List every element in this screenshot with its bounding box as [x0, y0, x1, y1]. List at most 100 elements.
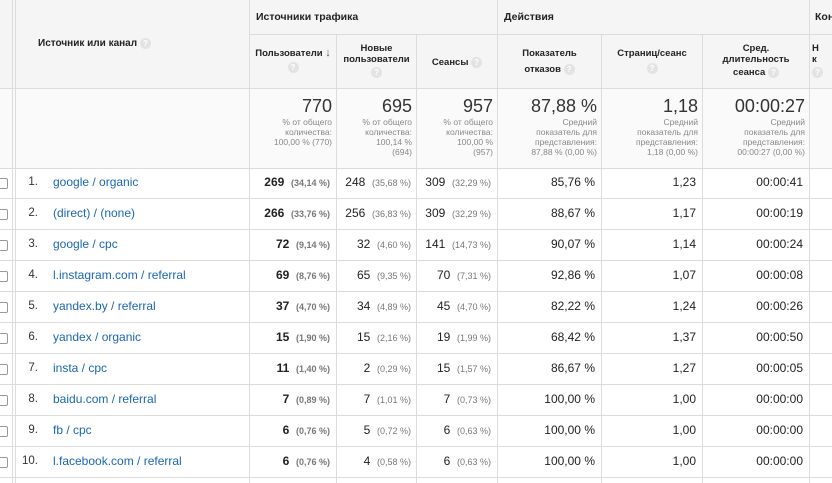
sessions-cell: 15 (1,57 %) — [436, 361, 491, 375]
avg-duration-cell: 00:00:50 — [756, 330, 803, 344]
users-cell: 6 (0,76 %) — [282, 454, 330, 468]
row-checkbox[interactable] — [0, 395, 8, 406]
source-medium-link[interactable]: insta / cpc — [53, 361, 108, 375]
bounce-rate-cell: 82,22 % — [550, 299, 595, 313]
row-number: 4. — [28, 269, 38, 281]
row-number: 1. — [28, 176, 38, 188]
total-sessions: 957 % от общего количества: 100,00 % (95… — [443, 96, 493, 157]
bounce-rate-cell: 85,76 % — [550, 175, 595, 189]
table-row[interactable]: 10. l.facebook.com / referral 6 (0,76 %) 4 … — [0, 447, 832, 478]
row-checkbox[interactable] — [0, 302, 8, 313]
source-medium-link[interactable]: l.facebook.com / referral — [53, 454, 182, 468]
source-medium-link[interactable]: yandex.by / referral — [53, 299, 156, 313]
users-cell: 15 (1,90 %) — [275, 330, 330, 344]
sessions-cell: 70 (7,31 %) — [436, 268, 491, 282]
col-pages-label: Страниц/сеанс — [617, 48, 687, 59]
sessions-cell: 309 (32,29 %) — [425, 206, 491, 220]
users-cell: 269 (34,14 %) — [264, 175, 330, 189]
col-bounce-label-1: Показатель — [522, 48, 577, 59]
table-row[interactable]: 3. google / cpc 72 (9,14 %) 32 (4,60 %) 141 … — [0, 230, 832, 261]
pages-per-session-cell: 1,27 — [672, 361, 696, 375]
dimension-header[interactable]: Источник или канал ? — [16, 38, 249, 49]
table-row[interactable]: 9. fb / cpc 6 (0,76 %) 5 (0,72 %) 6 (0,63 %)… — [0, 416, 832, 447]
table-row[interactable]: 6. yandex / organic 15 (1,90 %) 15 (2,16 %)… — [0, 323, 832, 354]
source-medium-link[interactable]: fb / cpc — [53, 423, 92, 437]
sessions-cell: 141 (14,73 %) — [425, 237, 491, 251]
new-users-cell: 65 (9,35 %) — [356, 268, 411, 282]
bounce-rate-cell: 92,86 % — [550, 268, 595, 282]
col-sessions-label: Сеансы — [431, 57, 469, 69]
table-row[interactable]: 5. yandex.by / referral 37 (4,70 %) 34 (4,8… — [0, 292, 832, 323]
row-number: 10. — [22, 455, 38, 467]
source-medium-link[interactable]: (direct) / (none) — [53, 206, 136, 220]
users-cell: 69 (8,76 %) — [275, 268, 330, 282]
pages-per-session-cell: 1,14 — [672, 237, 696, 251]
col-users[interactable]: Пользователи ↓ ? — [250, 48, 336, 73]
table-row[interactable]: 1. google / organic 269 (34,14 %) 248 (35,6… — [0, 168, 832, 199]
avg-duration-cell: 00:00:24 — [756, 237, 803, 251]
row-number: 7. — [28, 362, 38, 374]
sessions-cell: 45 (4,70 %) — [436, 299, 491, 313]
group-conversions: Кон — [815, 11, 832, 23]
row-checkbox[interactable] — [0, 178, 8, 189]
bounce-rate-cell: 100,00 % — [544, 423, 595, 437]
help-icon[interactable]: ? — [767, 67, 779, 78]
source-medium-link[interactable]: google / cpc — [53, 237, 118, 251]
bounce-rate-cell: 100,00 % — [544, 454, 595, 468]
help-icon[interactable]: ? — [471, 57, 483, 68]
avg-duration-cell: 00:00:05 — [756, 361, 803, 375]
pages-per-session-cell: 1,00 — [672, 392, 696, 406]
help-icon[interactable]: ? — [139, 38, 151, 49]
row-checkbox[interactable] — [0, 271, 8, 282]
col-duration-label-3: сеанса — [733, 67, 766, 79]
col-avg-session-duration[interactable]: Сред. длительность сеанса ? — [703, 43, 809, 78]
users-cell: 37 (4,70 %) — [275, 299, 330, 313]
sort-desc-icon[interactable]: ↓ — [325, 47, 331, 59]
new-users-cell: 5 (0,72 %) — [363, 423, 411, 437]
col-users-label: Пользователи — [255, 48, 323, 59]
col-sessions[interactable]: Сеансы ? — [417, 57, 497, 68]
new-users-cell: 15 (2,16 %) — [356, 330, 411, 344]
help-icon[interactable]: ? — [646, 63, 658, 74]
help-icon[interactable]: ? — [563, 64, 575, 75]
help-icon[interactable]: ? — [371, 67, 382, 78]
source-medium-link[interactable]: google / organic — [53, 175, 139, 189]
pages-per-session-cell: 1,23 — [672, 175, 696, 189]
table-row[interactable]: 4. l.instagram.com / referral 69 (8,76 %) 6… — [0, 261, 832, 292]
row-checkbox[interactable] — [0, 364, 8, 375]
total-users: 770 % от общего количества: 100,00 % (77… — [273, 96, 332, 147]
help-icon[interactable]: ? — [812, 67, 823, 78]
row-checkbox[interactable] — [0, 209, 8, 220]
help-icon[interactable]: ? — [287, 62, 299, 73]
table-row[interactable]: 7. insta / cpc 11 (1,40 %) 2 (0,29 %) 15 (1,… — [0, 354, 832, 385]
source-medium-link[interactable]: l.instagram.com / referral — [53, 268, 186, 282]
row-number: 6. — [28, 331, 38, 343]
col-new-users[interactable]: Новые пользователи ? — [337, 43, 416, 78]
users-cell: 266 (33,76 %) — [264, 206, 330, 220]
users-cell: 6 (0,76 %) — [282, 423, 330, 437]
col-conv-label-2: к — [812, 54, 817, 65]
source-medium-link[interactable]: yandex / organic — [53, 330, 142, 344]
table-row[interactable]: 8. baidu.com / referral 7 (0,89 %) 7 (1,01 … — [0, 385, 832, 416]
col-pages-per-session[interactable]: Страниц/сеанс ? — [602, 48, 702, 74]
col-conv-label-1: Н — [812, 43, 819, 54]
bounce-rate-cell: 88,67 % — [550, 206, 595, 220]
pages-per-session-cell: 1,00 — [672, 423, 696, 437]
row-checkbox[interactable] — [0, 333, 8, 344]
group-traffic-sources: Источники трафика — [256, 11, 359, 23]
total-pages-per-session: 1,18 Средний показатель для представлени… — [635, 96, 698, 157]
table-row[interactable]: 2. (direct) / (none) 266 (33,76 %) 256 (36,… — [0, 199, 832, 230]
total-new-users: 695 % от общего количества: 100,14 % (69… — [362, 96, 412, 157]
row-number: 8. — [28, 393, 38, 405]
row-checkbox[interactable] — [0, 426, 8, 437]
col-conversions[interactable]: Н к ? — [812, 43, 832, 78]
new-users-cell: 256 (36,83 %) — [345, 206, 411, 220]
col-new-users-label-1: Новые — [360, 43, 393, 54]
col-bounce-rate[interactable]: Показатель отказов ? — [498, 48, 601, 75]
row-checkbox[interactable] — [0, 240, 8, 251]
col-duration-label-1: Сред. — [742, 43, 770, 54]
row-checkbox[interactable] — [0, 457, 8, 468]
source-medium-link[interactable]: baidu.com / referral — [53, 392, 157, 406]
avg-duration-cell: 00:00:08 — [756, 268, 803, 282]
dimension-header-label: Источник или канал — [38, 38, 138, 50]
